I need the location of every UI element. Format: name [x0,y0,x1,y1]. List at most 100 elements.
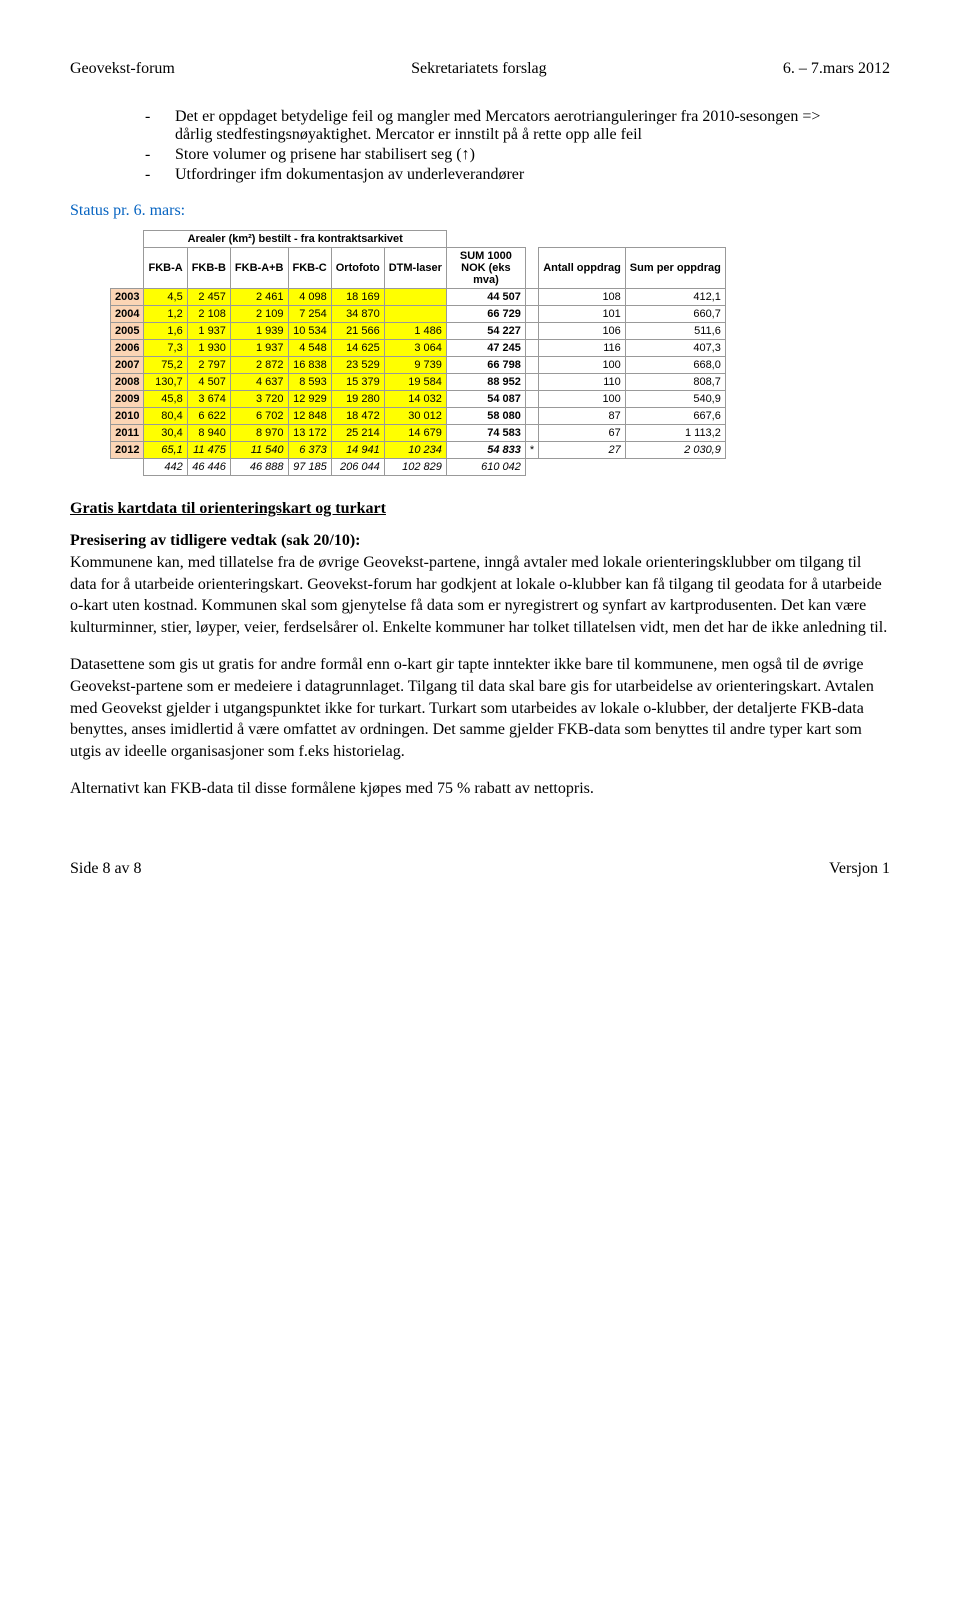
list-item: - Det er oppdaget betydelige feil og man… [145,108,840,144]
dash-icon: - [145,108,175,144]
cell: 6 373 [288,442,331,459]
sum-cell: 66 729 [446,306,525,323]
col-fkb-a: FKB-A [144,248,187,289]
cell: 8 970 [230,425,288,442]
year-cell: 2008 [111,374,144,391]
cell: 25 214 [331,425,384,442]
cell [384,289,446,306]
star-cell [525,289,538,306]
total-c: 97 185 [288,459,331,476]
cell: 30,4 [144,425,187,442]
cell: 19 280 [331,391,384,408]
bullet-text: Store volumer og prisene har stabilisert… [175,146,840,164]
total-b: 46 446 [187,459,230,476]
count-cell: 100 [539,357,626,374]
cell: 6 702 [230,408,288,425]
cell: 2 461 [230,289,288,306]
table-title: Arealer (km²) bestilt - fra kontraktsark… [144,231,446,248]
cell: 16 838 [288,357,331,374]
cell: 1,2 [144,306,187,323]
cell: 2 457 [187,289,230,306]
star-cell [525,391,538,408]
per-cell: 660,7 [625,306,725,323]
subheading: Presisering av tidligere vedtak (sak 20/… [70,532,890,550]
totals-row: 442 46 446 46 888 97 185 206 044 102 829… [111,459,726,476]
cell: 14 679 [384,425,446,442]
star-cell [525,408,538,425]
per-cell: 511,6 [625,323,725,340]
cell: 1 937 [230,340,288,357]
table-row: 20067,31 9301 9374 54814 6253 06447 2451… [111,340,726,357]
count-cell: 108 [539,289,626,306]
paragraph-3: Alternativt kan FKB-data til disse formå… [70,778,890,800]
col-fkb-c: FKB-C [288,248,331,289]
cell: 13 172 [288,425,331,442]
cell: 34 870 [331,306,384,323]
per-cell: 407,3 [625,340,725,357]
per-cell: 2 030,9 [625,442,725,459]
cell: 8 940 [187,425,230,442]
header-right: 6. – 7.mars 2012 [783,60,890,78]
total-d: 102 829 [384,459,446,476]
footer-left: Side 8 av 8 [70,860,142,878]
cell: 14 625 [331,340,384,357]
cell: 80,4 [144,408,187,425]
bullet-text: Det er oppdaget betydelige feil og mangl… [175,108,840,144]
footer-right: Versjon 1 [829,860,890,878]
star-cell [525,306,538,323]
year-cell: 2006 [111,340,144,357]
star-cell [525,323,538,340]
year-cell: 2007 [111,357,144,374]
sum-cell: 58 080 [446,408,525,425]
cell: 1 937 [187,323,230,340]
dash-icon: - [145,146,175,164]
year-cell: 2004 [111,306,144,323]
cell: 1,6 [144,323,187,340]
bullet-text: Utfordringer ifm dokumentasjon av underl… [175,166,840,184]
cell: 1 930 [187,340,230,357]
per-cell: 808,7 [625,374,725,391]
cell: 4 548 [288,340,331,357]
col-sum: SUM 1000 NOK (eks mva) [446,248,525,289]
total-a: 442 [144,459,187,476]
sum-cell: 54 087 [446,391,525,408]
paragraph-1: Kommunene kan, med tillatelse fra de øvr… [70,552,890,638]
year-cell: 2003 [111,289,144,306]
list-item: - Store volumer og prisene har stabilise… [145,146,840,164]
total-sum: 610 042 [446,459,525,476]
cell: 8 593 [288,374,331,391]
count-cell: 116 [539,340,626,357]
count-cell: 106 [539,323,626,340]
cell: 10 534 [288,323,331,340]
cell: 14 032 [384,391,446,408]
table-row: 20041,22 1082 1097 25434 87066 729101660… [111,306,726,323]
cell: 14 941 [331,442,384,459]
col-fkb-b: FKB-B [187,248,230,289]
cell: 2 108 [187,306,230,323]
dash-icon: - [145,166,175,184]
sum-cell: 66 798 [446,357,525,374]
cell: 11 475 [187,442,230,459]
cell: 4 637 [230,374,288,391]
paragraph-2: Datasettene som gis ut gratis for andre … [70,654,890,762]
cell: 4,5 [144,289,187,306]
table-row: 20051,61 9371 93910 53421 5661 48654 227… [111,323,726,340]
cell: 2 109 [230,306,288,323]
per-cell: 540,9 [625,391,725,408]
section-title: Gratis kartdata til orienteringskart og … [70,500,890,518]
cell: 19 584 [384,374,446,391]
col-sumper: Sum per oppdrag [625,248,725,289]
cell: 11 540 [230,442,288,459]
star-cell: * [525,442,538,459]
sum-cell: 47 245 [446,340,525,357]
cell: 4 507 [187,374,230,391]
col-dtm: DTM-laser [384,248,446,289]
table-header-row: FKB-A FKB-B FKB-A+B FKB-C Ortofoto DTM-l… [111,248,726,289]
cell: 30 012 [384,408,446,425]
cell: 7 254 [288,306,331,323]
table-row: 2008130,74 5074 6378 59315 37919 58488 9… [111,374,726,391]
arealer-table: Arealer (km²) bestilt - fra kontraktsark… [110,230,726,476]
cell: 1 486 [384,323,446,340]
total-o: 206 044 [331,459,384,476]
cell: 2 797 [187,357,230,374]
